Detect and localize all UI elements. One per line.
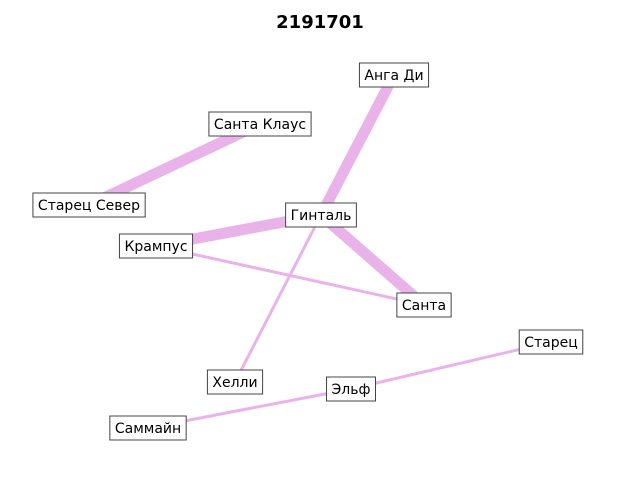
- node-box: [208, 111, 312, 137]
- node-krampus: Крампус: [118, 233, 194, 259]
- node-starets_sever: Старец Север: [32, 192, 146, 218]
- node-starets: Старец: [518, 329, 584, 355]
- node-box: [518, 329, 584, 355]
- node-box: [285, 202, 357, 228]
- edge-anga-gintal: [316, 72, 399, 218]
- node-label: Старец: [524, 335, 578, 351]
- node-label: Санта Клаус: [214, 117, 306, 133]
- node-gintal: Гинталь: [285, 202, 357, 228]
- node-box: [396, 292, 452, 318]
- node-label: Саммайн: [115, 421, 181, 437]
- node-elf: Эльф: [326, 376, 376, 402]
- node-label: Эльф: [332, 382, 371, 398]
- node-santa_claus: Санта Клаус: [208, 111, 312, 137]
- node-box: [109, 415, 187, 441]
- edge-gintal-helli: [233, 214, 323, 383]
- node-label: Старец Север: [38, 198, 140, 214]
- node-label: Крампус: [124, 239, 187, 255]
- node-box: [358, 62, 430, 88]
- node-samain: Саммайн: [109, 415, 187, 441]
- graph-title: 2191701: [276, 12, 364, 33]
- node-label: Санта: [402, 298, 446, 314]
- node-box: [118, 233, 194, 259]
- node-label: Анга Ди: [364, 68, 423, 84]
- node-box: [32, 192, 146, 218]
- node-helli: Хелли: [206, 369, 264, 395]
- edge-santa_claus-starets_sever: [86, 119, 263, 210]
- node-box: [326, 376, 376, 402]
- node-anga: Анга Ди: [358, 62, 430, 88]
- node-santa: Санта: [396, 292, 452, 318]
- edge-gintal-santa: [317, 210, 428, 310]
- node-label: Хелли: [212, 375, 257, 391]
- node-box: [206, 369, 264, 395]
- node-label: Гинталь: [291, 208, 352, 224]
- edge-krampus-santa: [155, 244, 425, 307]
- edge-starets-elf: [350, 340, 552, 391]
